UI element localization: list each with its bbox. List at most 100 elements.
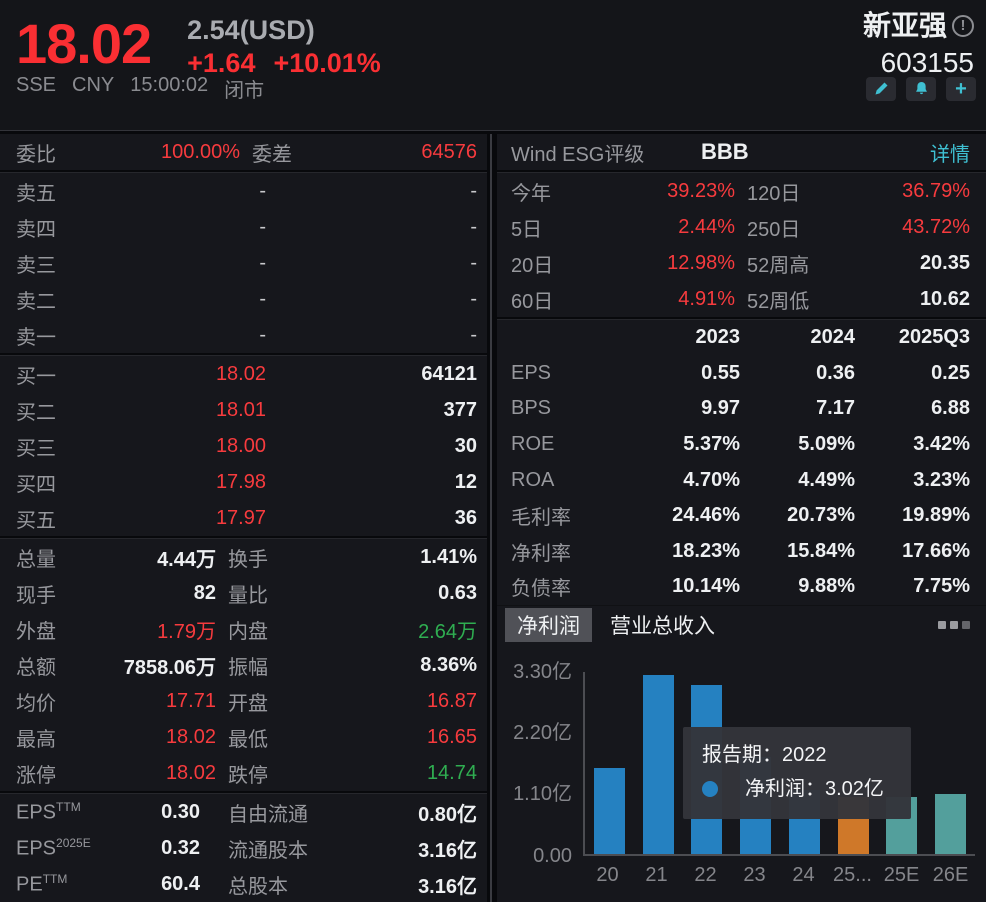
bar-21[interactable]: [642, 674, 674, 854]
fundamental-value: 3.16亿: [418, 839, 477, 862]
bid-row: 买二 18.01 377: [0, 392, 487, 428]
esg-row: Wind ESG评级 BBB 详情: [497, 134, 986, 170]
level-price: -: [259, 215, 266, 238]
header-actions: +: [866, 76, 976, 101]
chart-tabs-row: 净利润 营业总收入: [497, 604, 986, 642]
financials-cell: 9.88%: [798, 575, 855, 598]
net-profit-chart: 20 21 22 23 24 25... 25E 26E 报告期：2022 净利润： 3.02亿…: [497, 642, 986, 902]
level-label: 买五: [16, 509, 56, 532]
market-status: 闭市: [224, 80, 265, 102]
section-divider: [497, 170, 986, 173]
section-divider: [0, 536, 487, 539]
y-axis-tick-label: 3.30亿: [513, 660, 572, 683]
alert-button[interactable]: [906, 76, 936, 101]
stat-value: 18.02: [165, 725, 216, 748]
tab-total-revenue[interactable]: 营业总收入: [598, 608, 727, 642]
level-price: 17.97: [215, 506, 266, 529]
x-axis-tick-label: 25E: [883, 863, 920, 886]
bid-row: 买四 17.98 12: [0, 464, 487, 500]
stat-label: 涨停: [16, 764, 56, 787]
stat-value: 1.41%: [420, 545, 477, 568]
x-axis-tick-label: 21: [645, 863, 668, 886]
stat-row: 现手 82 量比 0.63: [0, 575, 487, 611]
fundamental-value: 0.32: [161, 836, 200, 859]
circled-exclamation-icon[interactable]: !: [952, 15, 974, 37]
stat-label: 120日: [747, 182, 801, 205]
financials-table: 2023 2024 2025Q3 EPS 0.55 0.36 0.25 BPS 9.97 7.17…: [497, 320, 986, 605]
plus-icon: +: [955, 77, 967, 100]
fundamental-row: EPSTTM 0.30 自由流通 0.80亿: [0, 794, 487, 830]
stat-label: 均价: [16, 692, 56, 715]
header: 18.02 2.54(USD) +1.64 +10.01% 新亚强 ! 6031…: [0, 0, 986, 130]
financials-row-label: ROE: [511, 433, 555, 456]
performance-section: 今年 39.23% 120日 36.79% 5日 2.44% 250日 43.72% 20日 12…: [497, 173, 986, 317]
esg-rating: BBB: [701, 139, 749, 164]
financials-row: EPS 0.55 0.36 0.25: [497, 356, 986, 392]
stat-row: 均价 17.71 开盘 16.87: [0, 683, 487, 719]
stat-value: 7858.06万: [123, 656, 216, 679]
financials-row-label: 毛利率: [511, 507, 571, 530]
stat-label: 今年: [511, 182, 551, 205]
financials-row-label: ROA: [511, 468, 555, 491]
stock-code: 603155: [880, 47, 974, 78]
financials-cell: 19.89%: [902, 504, 970, 527]
financials-column-header: 2023: [695, 326, 741, 349]
stat-value: 2.44%: [678, 215, 735, 238]
stat-label: 最低: [228, 728, 268, 751]
bar-20[interactable]: [593, 767, 625, 854]
financials-cell: 3.42%: [913, 433, 970, 456]
price-cluster: 18.02 2.54(USD) +1.64 +10.01%: [16, 8, 381, 82]
exchange-line: SSE CNY 15:00:02 闭市: [16, 74, 264, 103]
financials-cell: 3.23%: [913, 468, 970, 491]
financials-column-header: 2024: [810, 326, 856, 349]
more-options-icon[interactable]: [938, 608, 970, 642]
weibi-row: 委比 100.00% 委差 64576: [0, 134, 487, 170]
ask-levels: 卖五 - - 卖四 - - 卖三 - - 卖二 - - 卖一 - -: [0, 173, 487, 353]
esg-details-link[interactable]: 详情: [930, 138, 970, 167]
ask-row: 卖三 - -: [0, 245, 487, 281]
stat-value: 82: [193, 581, 216, 604]
bid-row: 买五 17.97 36: [0, 500, 487, 536]
financials-cell: 10.14%: [672, 575, 740, 598]
section-divider: [0, 170, 487, 173]
stat-label: 跌停: [228, 764, 268, 787]
bar-slot: [926, 672, 975, 854]
exchange: SSE: [16, 74, 57, 96]
financials-cell: 17.66%: [902, 539, 970, 562]
stat-label: 振幅: [228, 656, 268, 679]
financials-cell: 7.17: [816, 397, 855, 420]
add-button[interactable]: +: [946, 76, 976, 101]
stat-label: 开盘: [228, 692, 268, 715]
edit-button[interactable]: [866, 76, 896, 101]
level-price: 18.00: [215, 434, 266, 457]
level-price: 18.02: [215, 362, 266, 385]
fundamental-label: EPSTTM: [16, 799, 81, 824]
stat-value: 16.87: [426, 689, 477, 712]
bar-26E[interactable]: [935, 793, 967, 854]
fundamental-label: 自由流通: [228, 803, 308, 826]
quote-panel: 委比 100.00% 委差 64576 卖五 - - 卖四 - - 卖三 - - 卖二 - - 卖一 - -…: [0, 134, 487, 902]
level-label: 卖四: [16, 218, 56, 241]
x-axis-tick-label: 23: [743, 863, 766, 886]
stat-value: 16.65: [426, 725, 477, 748]
financials-cell: 4.70%: [683, 468, 740, 491]
level-label: 卖三: [16, 254, 56, 277]
stat-value: 14.74: [426, 761, 477, 784]
stat-value: 39.23%: [667, 179, 735, 202]
esg-label: Wind ESG评级: [511, 143, 645, 166]
y-axis-tick-label: 2.20亿: [513, 722, 572, 745]
financials-cell: 24.46%: [672, 504, 740, 527]
y-axis-tick-label: 1.10亿: [513, 783, 572, 806]
financials-cell: 5.37%: [683, 433, 740, 456]
section-divider: [0, 791, 487, 794]
weicha-value: 64576: [421, 140, 477, 163]
financials-row-label: 负债率: [511, 578, 571, 601]
level-label: 买二: [16, 401, 56, 424]
fundamental-value: 3.16亿: [418, 875, 477, 898]
level-price: -: [259, 323, 266, 346]
tab-net-profit[interactable]: 净利润: [505, 607, 592, 642]
financials-row-label: EPS: [511, 361, 552, 384]
stat-label: 最高: [16, 728, 56, 751]
level-volume: -: [470, 287, 477, 310]
bid-levels: 买一 18.02 64121 买二 18.01 377 买三 18.00 30 买四 17.98 12…: [0, 356, 487, 536]
